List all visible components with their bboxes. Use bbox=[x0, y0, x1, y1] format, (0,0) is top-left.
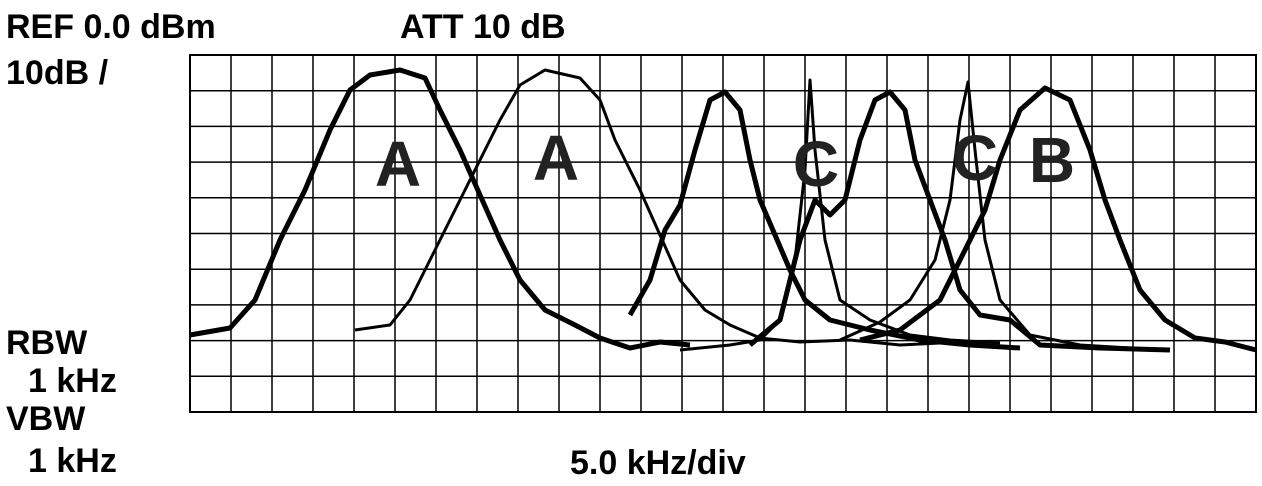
horizontal-scale: 5.0 kHz/div bbox=[570, 444, 746, 482]
trace-c4 bbox=[839, 80, 1131, 350]
trace-b bbox=[859, 85, 1257, 353]
vbw-value: 1 kHz bbox=[28, 442, 117, 480]
rbw-value: 1 kHz bbox=[28, 362, 117, 400]
trace-label: A bbox=[533, 122, 579, 194]
trace-c1 bbox=[627, 89, 1021, 351]
vbw-label: VBW bbox=[6, 400, 86, 438]
trace-label: B bbox=[1029, 124, 1075, 196]
trace-label: C bbox=[793, 128, 839, 200]
attenuation: ATT 10 dB bbox=[400, 8, 566, 46]
rbw-label: RBW bbox=[6, 324, 88, 362]
trace-c3 bbox=[748, 89, 1171, 353]
ref-level: REF 0.0 dBm bbox=[6, 8, 216, 46]
trace-c2 bbox=[679, 78, 1001, 352]
trace-a2 bbox=[354, 68, 1011, 350]
graticule bbox=[189, 54, 1257, 413]
vertical-scale: 10dB / bbox=[6, 54, 109, 92]
trace-label: C bbox=[952, 122, 998, 194]
trace-a1 bbox=[189, 67, 691, 351]
graticule-border bbox=[189, 54, 1257, 413]
trace-label: A bbox=[375, 128, 421, 200]
